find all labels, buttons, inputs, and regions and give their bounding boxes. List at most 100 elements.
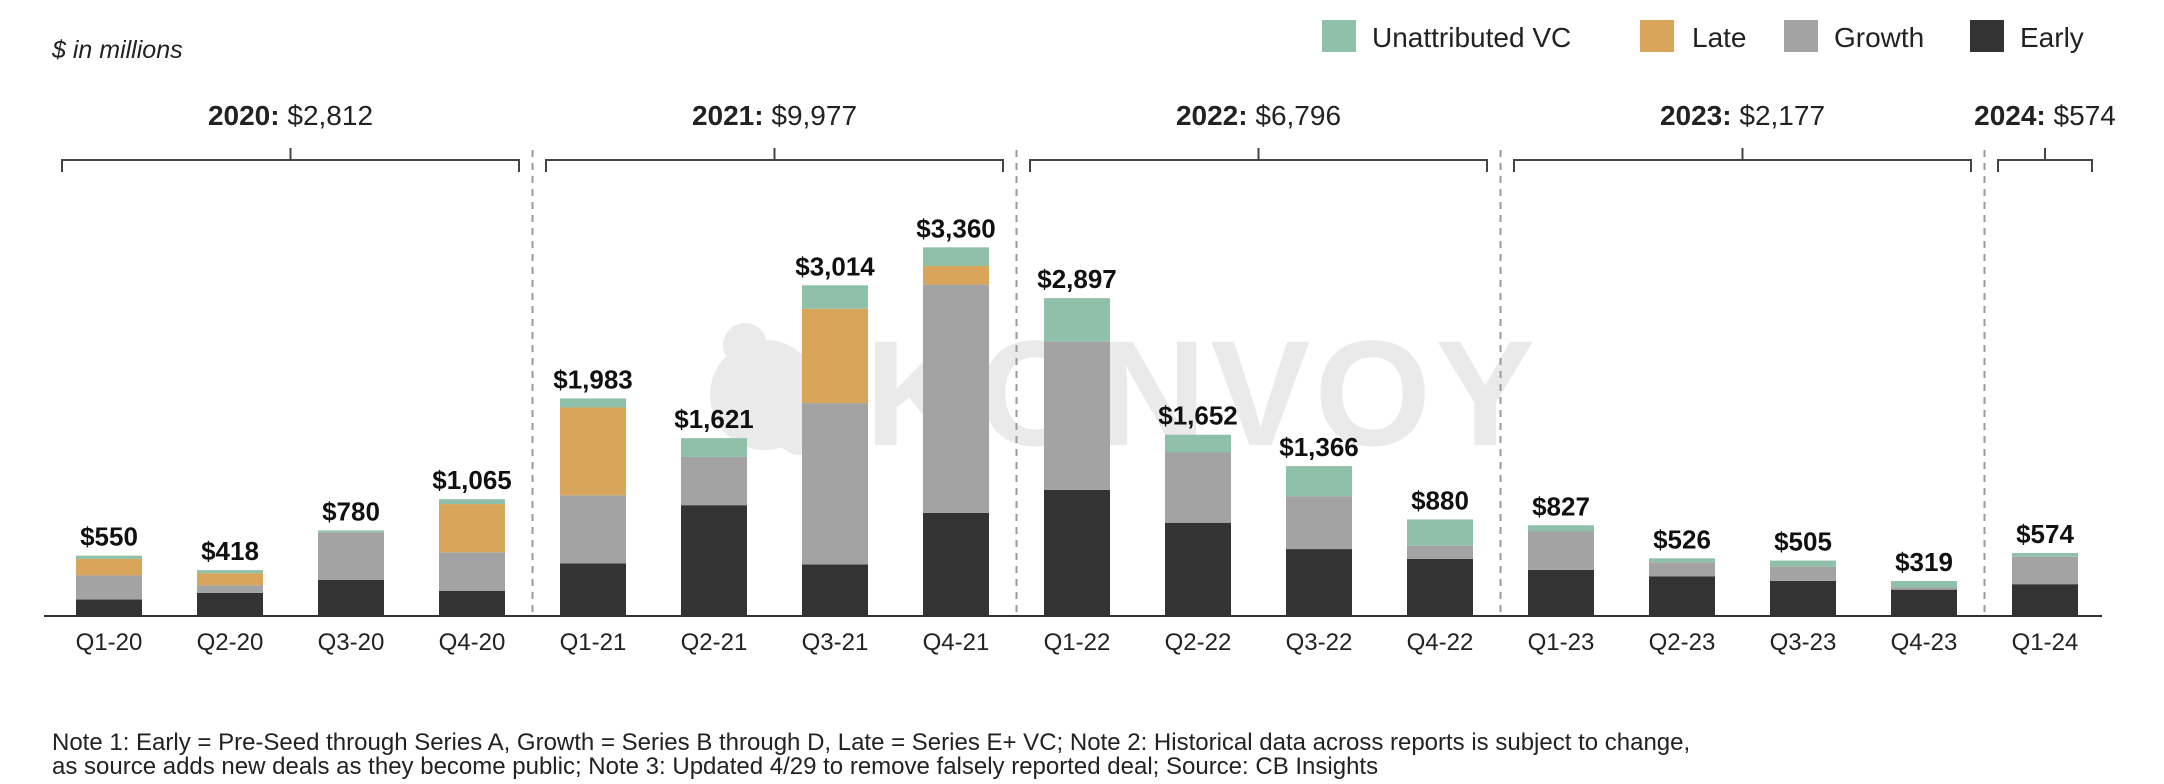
bar-early-q4-20 [439, 590, 505, 616]
footnote-line-1: Note 1: Early = Pre-Seed through Series … [52, 729, 1690, 756]
tick-label-q1-23: Q1-23 [1528, 629, 1595, 656]
bar-stack-q4-21 [923, 247, 989, 616]
bar-early-q2-20 [197, 592, 263, 616]
bar-unattributed-vc-q2-23 [1649, 558, 1715, 563]
year-label-total: $574 [2054, 100, 2116, 131]
bar-stack-q3-22 [1286, 466, 1352, 616]
total-label-q4-21: $3,360 [916, 213, 996, 243]
bar-growth-q2-20 [197, 585, 263, 593]
total-label-q2-22: $1,652 [1158, 401, 1238, 431]
bar-stack-q4-20 [439, 499, 505, 616]
total-label-q1-24: $574 [2016, 519, 2074, 549]
bar-unattributed-vc-q1-24 [2012, 553, 2078, 557]
tick-label-q1-22: Q1-22 [1044, 629, 1111, 656]
year-bracket-2022 [1029, 148, 1488, 172]
footnote-line-2: as source adds new deals as they become … [52, 753, 1378, 780]
x-axis-tick-labels: Q1-20 Q2-20 Q3-20 Q4-20 Q1-21 Q2-21 Q3-21 Q4-21… [76, 629, 2079, 656]
bar-early-q1-24 [2012, 584, 2078, 616]
bar-early-q3-20 [318, 579, 384, 616]
tick-label-q2-23: Q2-23 [1649, 629, 1716, 656]
bar-growth-q2-21 [681, 456, 747, 506]
tick-label-q1-24: Q1-24 [2012, 629, 2079, 656]
legend-swatch-late [1640, 20, 1674, 52]
bar-early-q4-22 [1407, 558, 1473, 616]
bar-growth-q3-23 [1770, 566, 1836, 581]
bar-late-q2-20 [197, 573, 263, 586]
bar-stack-q2-21 [681, 438, 747, 616]
bar-growth-q1-22 [1044, 341, 1110, 490]
bar-stack-q1-24 [2012, 553, 2078, 616]
bar-growth-q4-23 [1891, 587, 1957, 590]
footnotes: Note 1: Early = Pre-Seed through Series … [52, 729, 1690, 780]
year-group-2023: 2023: $2,177 [1513, 100, 1972, 172]
total-label-q1-21: $1,983 [553, 364, 633, 394]
year-label-2021: 2021: $9,977 [692, 100, 857, 131]
tick-label-q4-22: Q4-22 [1407, 629, 1474, 656]
legend-swatch-growth [1784, 20, 1818, 52]
bar-early-q1-20 [76, 599, 142, 616]
bar-early-q1-23 [1528, 569, 1594, 616]
bar-late-q4-20 [439, 504, 505, 553]
tick-label-q1-20: Q1-20 [76, 629, 143, 656]
bar-unattributed-vc-q2-21 [681, 438, 747, 457]
total-label-q4-23: $319 [1895, 547, 1953, 577]
legend-label-growth: Growth [1834, 22, 1924, 53]
bar-unattributed-vc-q1-21 [560, 398, 626, 408]
bar-unattributed-vc-q3-20 [318, 530, 384, 533]
year-label-2020: 2020: $2,812 [208, 100, 373, 131]
bar-early-q2-23 [1649, 576, 1715, 616]
year-label-year: 2020: [208, 100, 287, 131]
bar-growth-q1-20 [76, 575, 142, 600]
bars [76, 247, 2078, 616]
year-label-total: $2,812 [287, 100, 373, 131]
bar-late-q4-21 [923, 265, 989, 285]
total-label-q2-23: $526 [1653, 524, 1711, 554]
tick-label-q4-20: Q4-20 [439, 629, 506, 656]
legend-label-unattributed-vc: Unattributed VC [1372, 22, 1571, 53]
legend-label-late: Late [1692, 22, 1747, 53]
bar-stack-q4-22 [1407, 519, 1473, 616]
year-label-total: $6,796 [1255, 100, 1341, 131]
tick-label-q4-23: Q4-23 [1891, 629, 1958, 656]
legend-swatch-unattributed-vc [1322, 20, 1356, 52]
legend-swatch-early [1970, 20, 2004, 52]
year-label-year: 2024: [1974, 100, 2053, 131]
bar-unattributed-vc-q3-22 [1286, 466, 1352, 497]
tick-label-q3-22: Q3-22 [1286, 629, 1353, 656]
bar-stack-q4-23 [1891, 580, 1957, 616]
bar-stack-q2-23 [1649, 558, 1715, 616]
bar-stack-q1-20 [76, 555, 142, 616]
year-bracket-2021 [545, 148, 1004, 172]
bar-unattributed-vc-q3-23 [1770, 560, 1836, 567]
bar-growth-q3-22 [1286, 496, 1352, 550]
total-label-q2-21: $1,621 [674, 404, 754, 434]
bar-stack-q3-23 [1770, 560, 1836, 616]
bar-unattributed-vc-q1-22 [1044, 298, 1110, 342]
year-group-2021: 2021: $9,977 [545, 100, 1004, 172]
bar-early-q4-21 [923, 512, 989, 616]
total-label-q2-20: $418 [201, 536, 259, 566]
legend-label-early: Early [2020, 22, 2084, 53]
bar-growth-q3-20 [318, 532, 384, 580]
total-label-q3-22: $1,366 [1279, 432, 1359, 462]
year-group-2024: 2024: $574 [1974, 100, 2116, 172]
year-group-2022: 2022: $6,796 [1029, 100, 1488, 172]
bar-growth-q2-23 [1649, 562, 1715, 577]
total-label-q3-21: $3,014 [795, 251, 875, 281]
tick-label-q4-21: Q4-21 [923, 629, 990, 656]
unit-label: $ in millions [51, 36, 183, 64]
bar-early-q1-22 [1044, 489, 1110, 616]
total-labels: $550 $418 $780 $1,065 $1,983 $1,621 $3,014 $3,3… [80, 213, 2074, 577]
total-label-q1-20: $550 [80, 522, 138, 552]
tick-label-q2-22: Q2-22 [1165, 629, 1232, 656]
year-group-2020: 2020: $2,812 [61, 100, 520, 172]
bar-early-q1-21 [560, 563, 626, 616]
bar-growth-q4-20 [439, 552, 505, 591]
year-bracket-2020 [61, 148, 520, 172]
bar-stack-q3-20 [318, 530, 384, 616]
bar-stack-q1-21 [560, 398, 626, 616]
bar-growth-q2-22 [1165, 452, 1231, 523]
bar-stack-q3-21 [802, 285, 868, 616]
total-label-q1-22: $2,897 [1037, 264, 1117, 294]
